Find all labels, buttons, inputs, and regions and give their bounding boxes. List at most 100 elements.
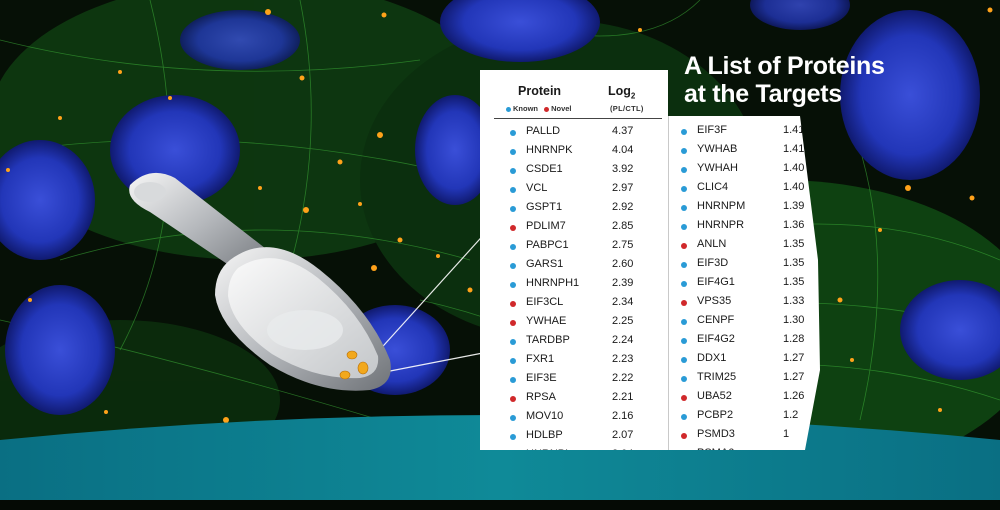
table-row: EIF3E 2.22 (510, 372, 652, 391)
protein-name: CLIC4 (697, 181, 729, 193)
table-right-panel: EIF3F 1.41 YWHAB 1.41 YWHAH 1.40 CLIC4 1.40 HNRN… (668, 116, 820, 450)
log2-value: 2.21 (612, 391, 634, 403)
known-dot-icon (681, 129, 687, 135)
novel-dot-icon (681, 433, 687, 439)
table-row: GARS1 2.60 (510, 258, 652, 277)
known-dot-icon (681, 262, 687, 268)
novel-dot-icon (681, 395, 687, 401)
protein-name: TARDBP (526, 334, 570, 346)
table-left-panel: Protein Log2 Known Novel (PL/CTL) PALLD 4… (480, 70, 668, 450)
known-dot-icon (681, 205, 687, 211)
log2-value: 1.41 (783, 143, 805, 155)
novel-dot-icon (681, 243, 687, 249)
protein-name: YWHAH (697, 162, 738, 174)
log2-value: 1 (783, 428, 790, 440)
known-dot-icon (510, 434, 516, 440)
table-row: TARDBP 2.24 (510, 334, 652, 353)
table-row: CSDE1 3.92 (510, 163, 652, 182)
log2-value: 1.36 (783, 219, 805, 231)
known-dot-icon (506, 106, 511, 112)
known-dot-icon (510, 149, 516, 155)
page-title: A List of Proteins at the Targets (684, 52, 984, 108)
protein-name: HNRNPK (526, 144, 573, 156)
protein-name: YWHAB (697, 143, 738, 155)
log2-value: 4.04 (612, 144, 634, 156)
protein-name: RPSA (526, 391, 556, 403)
log2-value: 1.35 (783, 257, 805, 269)
log2-value: 3.92 (612, 163, 634, 175)
legend-known-label: Known (513, 104, 538, 113)
column-header-unit: (PL/CTL) (610, 104, 644, 113)
table-row: VPS35 1.33 (681, 295, 820, 314)
protein-name: PSMA6 (697, 447, 734, 450)
known-dot-icon (510, 282, 516, 288)
table-row: PALLD 4.37 (510, 125, 652, 144)
table-row: GSPT1 2.92 (510, 201, 652, 220)
table-row: EIF3D 1.35 (681, 257, 820, 276)
protein-name: HNRNPR (697, 219, 745, 231)
known-dot-icon (681, 186, 687, 192)
known-dot-icon (510, 187, 516, 193)
table-row: EIF3CL 2.34 (510, 296, 652, 315)
title-line-1: A List of Proteins (684, 52, 885, 80)
header-divider (494, 118, 662, 119)
log2-value: 2.04 (612, 448, 633, 450)
log2-value: 1.40 (783, 162, 805, 174)
protein-name: GARS1 (526, 258, 564, 270)
column-header-log: Log2 (608, 84, 636, 101)
table-row: VCL 2.97 (510, 182, 652, 201)
table-row: UBA52 1.26 (681, 390, 820, 409)
log2-value: 4.37 (612, 125, 634, 137)
protein-name: EIF3E (526, 372, 557, 384)
table-row: PSMA6 (681, 447, 820, 450)
table-row: HNRNPL 2.04 (510, 448, 652, 450)
log2-value: 2.85 (612, 220, 634, 232)
protein-name: EIF3D (697, 257, 729, 269)
known-dot-icon (510, 168, 516, 174)
known-dot-icon (681, 319, 687, 325)
known-dot-icon (681, 167, 687, 173)
column-header-protein: Protein (518, 84, 562, 98)
novel-dot-icon (510, 396, 516, 402)
known-dot-icon (681, 414, 687, 420)
known-dot-icon (510, 377, 516, 383)
log2-value: 2.97 (612, 182, 634, 194)
protein-name: EIF3F (697, 124, 727, 136)
table-row: YWHAH 1.40 (681, 162, 820, 181)
protein-name: VCL (526, 182, 548, 194)
table-row: YWHAB 1.41 (681, 143, 820, 162)
known-dot-icon (510, 339, 516, 345)
known-dot-icon (681, 281, 687, 287)
table-row: FXR1 2.23 (510, 353, 652, 372)
protein-name: DDX1 (697, 352, 727, 364)
protein-name: CSDE1 (526, 163, 563, 175)
protein-name: PSMD3 (697, 428, 735, 440)
protein-name: PABPC1 (526, 239, 569, 251)
log2-value: 2.25 (612, 315, 634, 327)
protein-name: HNRNPM (697, 200, 746, 212)
log2-value: 1.40 (783, 181, 805, 193)
log2-value: 1.35 (783, 276, 805, 288)
table-row: PCBP2 1.2 (681, 409, 820, 428)
protein-table-magnifier: Protein Log2 Known Novel (PL/CTL) PALLD 4… (480, 70, 820, 450)
log2-value: 1.35 (783, 238, 805, 250)
table-row: HNRNPM 1.39 (681, 200, 820, 219)
table-row: HNRNPK 4.04 (510, 144, 652, 163)
table-row: HNRNPR 1.36 (681, 219, 820, 238)
known-dot-icon (510, 244, 516, 250)
log2-value: 1.30 (783, 314, 805, 326)
legend: Known Novel (502, 104, 572, 113)
log2-value: 1.39 (783, 200, 805, 212)
legend-novel-label: Novel (551, 104, 572, 113)
novel-dot-icon (510, 320, 516, 326)
callout-lines (374, 229, 489, 373)
table-row: RPSA 2.21 (510, 391, 652, 410)
known-dot-icon (510, 358, 516, 364)
protein-name: PALLD (526, 125, 561, 137)
protein-name: TRIM25 (697, 371, 737, 383)
table-row: ANLN 1.35 (681, 238, 820, 257)
protein-name: CENPF (697, 314, 735, 326)
log2-value: 1.27 (783, 352, 805, 364)
protein-name: EIF4G1 (697, 276, 735, 288)
protein-name: VPS35 (697, 295, 732, 307)
